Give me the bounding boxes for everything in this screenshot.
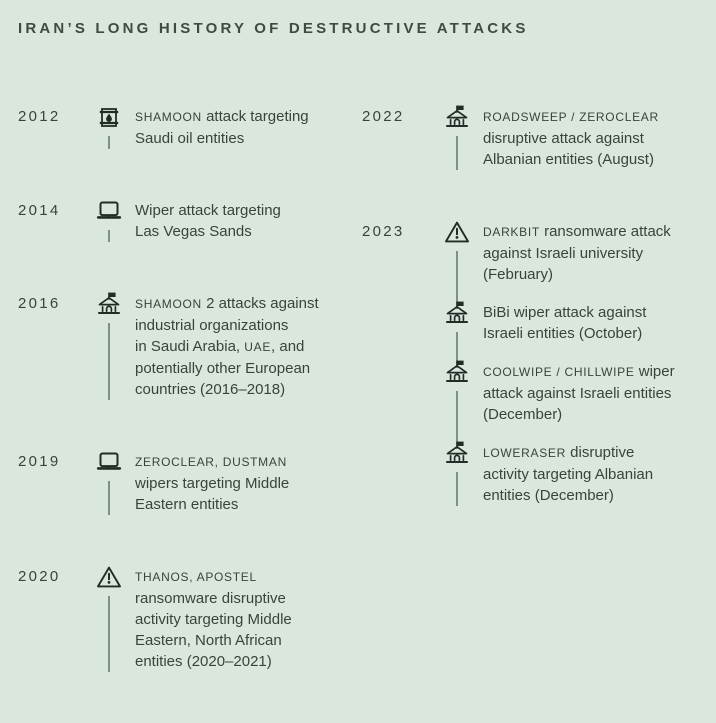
entry-text: SHAMOON 2 attacks against industrial org… bbox=[135, 293, 319, 400]
malware-name: THANOS, APOSTEL bbox=[135, 570, 257, 584]
entry-description: disruptive attack against Albanian entit… bbox=[483, 130, 654, 168]
timeline-connector-line bbox=[456, 136, 458, 170]
bank-flag-icon bbox=[443, 105, 471, 132]
warning-icon bbox=[95, 566, 123, 592]
timeline-entry: COOLWIPE / CHILLWIPE wiper attack agains… bbox=[443, 360, 710, 442]
malware-name: LOWERASER bbox=[483, 446, 566, 460]
timeline-group-2012: 2012 SHAMOON attack targeting Saudi oil … bbox=[18, 106, 350, 149]
entry-list: Wiper attack targeting Las Vegas Sands bbox=[95, 200, 350, 242]
entry-description: attack targeting Saudi oil entities bbox=[135, 108, 309, 147]
year-label: 2014 bbox=[18, 202, 61, 219]
timeline-column-left: 2012 SHAMOON attack targeting Saudi oil … bbox=[18, 106, 350, 723]
malware-name: ZEROCLEAR, DUSTMAN bbox=[135, 455, 287, 469]
entry-description: ransomware attack against Israeli univer… bbox=[483, 223, 671, 283]
entry-list: DARKBIT ransomware attack against Israel… bbox=[443, 221, 710, 506]
timeline-connector-line bbox=[108, 323, 110, 400]
malware-name: ROADSWEEP / ZEROCLEAR bbox=[483, 110, 659, 124]
timeline-rail bbox=[443, 441, 471, 506]
entry-description: disruptive activity targeting Albanian e… bbox=[483, 444, 654, 504]
timeline-rail bbox=[443, 221, 471, 302]
entry-list: SHAMOON attack targeting Saudi oil entit… bbox=[95, 106, 350, 149]
bank-flag-icon bbox=[443, 360, 471, 387]
timeline-entry: DARKBIT ransomware attack against Israel… bbox=[443, 221, 710, 302]
oil-barrel-icon bbox=[95, 106, 123, 132]
timeline-rail bbox=[95, 200, 123, 242]
timeline-group-2023: 2023 DARKBIT ransomware attack against I… bbox=[362, 221, 710, 506]
malware-name: DARKBIT bbox=[483, 225, 540, 239]
year-label: 2022 bbox=[362, 108, 405, 125]
entry-list: ZEROCLEAR, DUSTMAN wipers targeting Midd… bbox=[95, 451, 350, 515]
entry-description: wipers targeting Middle Eastern entities bbox=[135, 475, 290, 513]
timeline-connector-line bbox=[456, 391, 458, 442]
entry-description: wiper attack against Israeli entities (D… bbox=[483, 363, 675, 423]
timeline-group-2022: 2022 ROADSWEEP / ZEROCLEAR disruptive at… bbox=[362, 105, 710, 170]
timeline-connector-line bbox=[108, 596, 110, 672]
timeline-rail bbox=[95, 566, 123, 672]
timeline-group-2020: 2020 THANOS, APOSTEL ransomware disrupti… bbox=[18, 566, 350, 672]
timeline-group-2019: 2019 ZEROCLEAR, DUSTMAN wipers targeting… bbox=[18, 451, 350, 515]
timeline-rail bbox=[443, 360, 471, 442]
bank-flag-icon bbox=[443, 301, 471, 328]
timeline-connector-line bbox=[108, 481, 110, 515]
entry-list: ROADSWEEP / ZEROCLEAR disruptive attack … bbox=[443, 105, 710, 170]
entry-description: ransomware disruptive activity targeting… bbox=[135, 590, 292, 670]
timeline-connector-line bbox=[456, 472, 458, 506]
timeline-entry: THANOS, APOSTEL ransomware disruptive ac… bbox=[95, 566, 350, 672]
timeline-connector-line bbox=[108, 136, 110, 149]
timeline-rail bbox=[95, 451, 123, 515]
year-label: 2016 bbox=[18, 295, 61, 312]
malware-name: SHAMOON bbox=[135, 110, 202, 124]
entry-description: BiBi wiper attack against Israeli entiti… bbox=[483, 304, 647, 342]
timeline-entry: Wiper attack targeting Las Vegas Sands bbox=[95, 200, 350, 242]
entry-text: BiBi wiper attack against Israeli entiti… bbox=[483, 302, 646, 361]
timeline-group-2014: 2014 Wiper attack targeting Las Vegas Sa… bbox=[18, 200, 350, 242]
laptop-icon bbox=[95, 451, 123, 477]
entry-text: LOWERASER disruptive activity targeting … bbox=[483, 442, 653, 506]
timeline-entry: ROADSWEEP / ZEROCLEAR disruptive attack … bbox=[443, 105, 710, 170]
timeline-entry: ZEROCLEAR, DUSTMAN wipers targeting Midd… bbox=[95, 451, 350, 515]
timeline-connector-line bbox=[456, 251, 458, 302]
entry-list: SHAMOON 2 attacks against industrial org… bbox=[95, 292, 350, 400]
timeline-connector-line bbox=[456, 332, 458, 361]
bank-flag-icon bbox=[95, 292, 123, 319]
entry-text: ROADSWEEP / ZEROCLEAR disruptive attack … bbox=[483, 106, 659, 170]
bank-flag-icon bbox=[443, 441, 471, 468]
year-label: 2023 bbox=[362, 223, 405, 240]
timeline-connector-line bbox=[108, 230, 110, 242]
entry-text: ZEROCLEAR, DUSTMAN wipers targeting Midd… bbox=[135, 451, 289, 515]
timeline-entry: SHAMOON 2 attacks against industrial org… bbox=[95, 292, 350, 400]
timeline-rail bbox=[95, 106, 123, 149]
timeline-entry: LOWERASER disruptive activity targeting … bbox=[443, 441, 710, 506]
page-title: IRAN’S LONG HISTORY OF DESTRUCTIVE ATTAC… bbox=[18, 20, 529, 37]
timeline-rail bbox=[95, 292, 123, 400]
malware-name: UAE bbox=[244, 340, 272, 354]
timeline-group-2016: 2016 SHAMOON 2 attacks against industria… bbox=[18, 292, 350, 400]
entry-text: COOLWIPE / CHILLWIPE wiper attack agains… bbox=[483, 361, 675, 442]
infographic-canvas: { "title": "IRAN’S LONG HISTORY OF DESTR… bbox=[18, 20, 710, 672]
malware-name: COOLWIPE / CHILLWIPE bbox=[483, 365, 635, 379]
timeline-entry: SHAMOON attack targeting Saudi oil entit… bbox=[95, 106, 350, 149]
timeline-column-right: 2022 ROADSWEEP / ZEROCLEAR disruptive at… bbox=[362, 105, 710, 557]
entry-text: Wiper attack targeting Las Vegas Sands bbox=[135, 200, 281, 242]
entry-text: SHAMOON attack targeting Saudi oil entit… bbox=[135, 106, 309, 149]
entry-description: , and potentially other European countri… bbox=[135, 338, 311, 398]
year-label: 2019 bbox=[18, 453, 61, 470]
timeline-rail bbox=[443, 105, 471, 170]
timeline-entry: BiBi wiper attack against Israeli entiti… bbox=[443, 301, 710, 361]
entry-text: DARKBIT ransomware attack against Israel… bbox=[483, 221, 671, 302]
timeline-rail bbox=[443, 301, 471, 361]
entry-list: THANOS, APOSTEL ransomware disruptive ac… bbox=[95, 566, 350, 672]
entry-description: 2 attacks against industrial organizatio… bbox=[135, 295, 319, 355]
entry-text: THANOS, APOSTEL ransomware disruptive ac… bbox=[135, 566, 292, 672]
laptop-icon bbox=[95, 200, 123, 226]
year-label: 2020 bbox=[18, 568, 61, 585]
malware-name: SHAMOON bbox=[135, 297, 202, 311]
entry-description: Wiper attack targeting Las Vegas Sands bbox=[135, 202, 281, 240]
year-label: 2012 bbox=[18, 108, 61, 125]
warning-icon bbox=[443, 221, 471, 247]
